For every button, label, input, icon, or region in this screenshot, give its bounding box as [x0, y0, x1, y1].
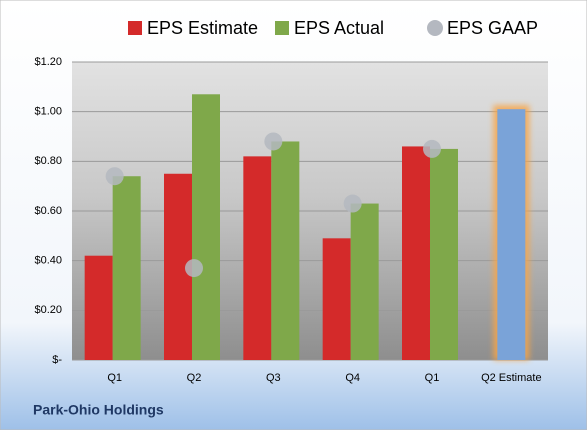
bar	[402, 146, 430, 360]
footer: Park-Ohio Holdings	[33, 402, 164, 418]
legend-label: EPS Actual	[294, 18, 384, 38]
gaap-marker	[185, 259, 203, 278]
x-tick-label: Q2 Estimate	[481, 372, 542, 384]
legend-marker	[427, 20, 443, 36]
bar	[192, 94, 220, 361]
gaap-marker	[264, 132, 283, 151]
y-tick-label: $-	[52, 354, 62, 366]
legend-label: EPS Estimate	[147, 18, 258, 38]
y-tick-label: $0.80	[34, 155, 62, 167]
legend-marker	[275, 21, 289, 35]
bar	[243, 156, 272, 360]
x-tick-label: Q2	[187, 372, 202, 384]
gaap-marker	[343, 194, 362, 213]
bar	[84, 255, 113, 360]
bar	[322, 238, 351, 360]
y-tick-label: $0.40	[34, 255, 62, 267]
bar	[350, 203, 379, 360]
gaap-marker	[423, 139, 441, 158]
legend-label: EPS GAAP	[447, 18, 538, 38]
legend-marker	[128, 21, 142, 35]
y-tick-label: $0.60	[34, 205, 62, 217]
x-tick-label: Q1	[425, 372, 440, 384]
x-tick-label: Q1	[107, 372, 122, 384]
y-tick-label: $1.20	[34, 56, 62, 68]
bar	[271, 141, 300, 360]
bar	[497, 109, 526, 360]
x-tick-label: Q4	[345, 372, 360, 384]
bar	[430, 148, 458, 360]
y-tick-label: $0.20	[34, 304, 62, 316]
x-tick-label: Q3	[266, 372, 281, 384]
gaap-marker	[105, 167, 124, 186]
bar	[112, 176, 141, 360]
y-tick-label: $1.00	[34, 106, 62, 118]
